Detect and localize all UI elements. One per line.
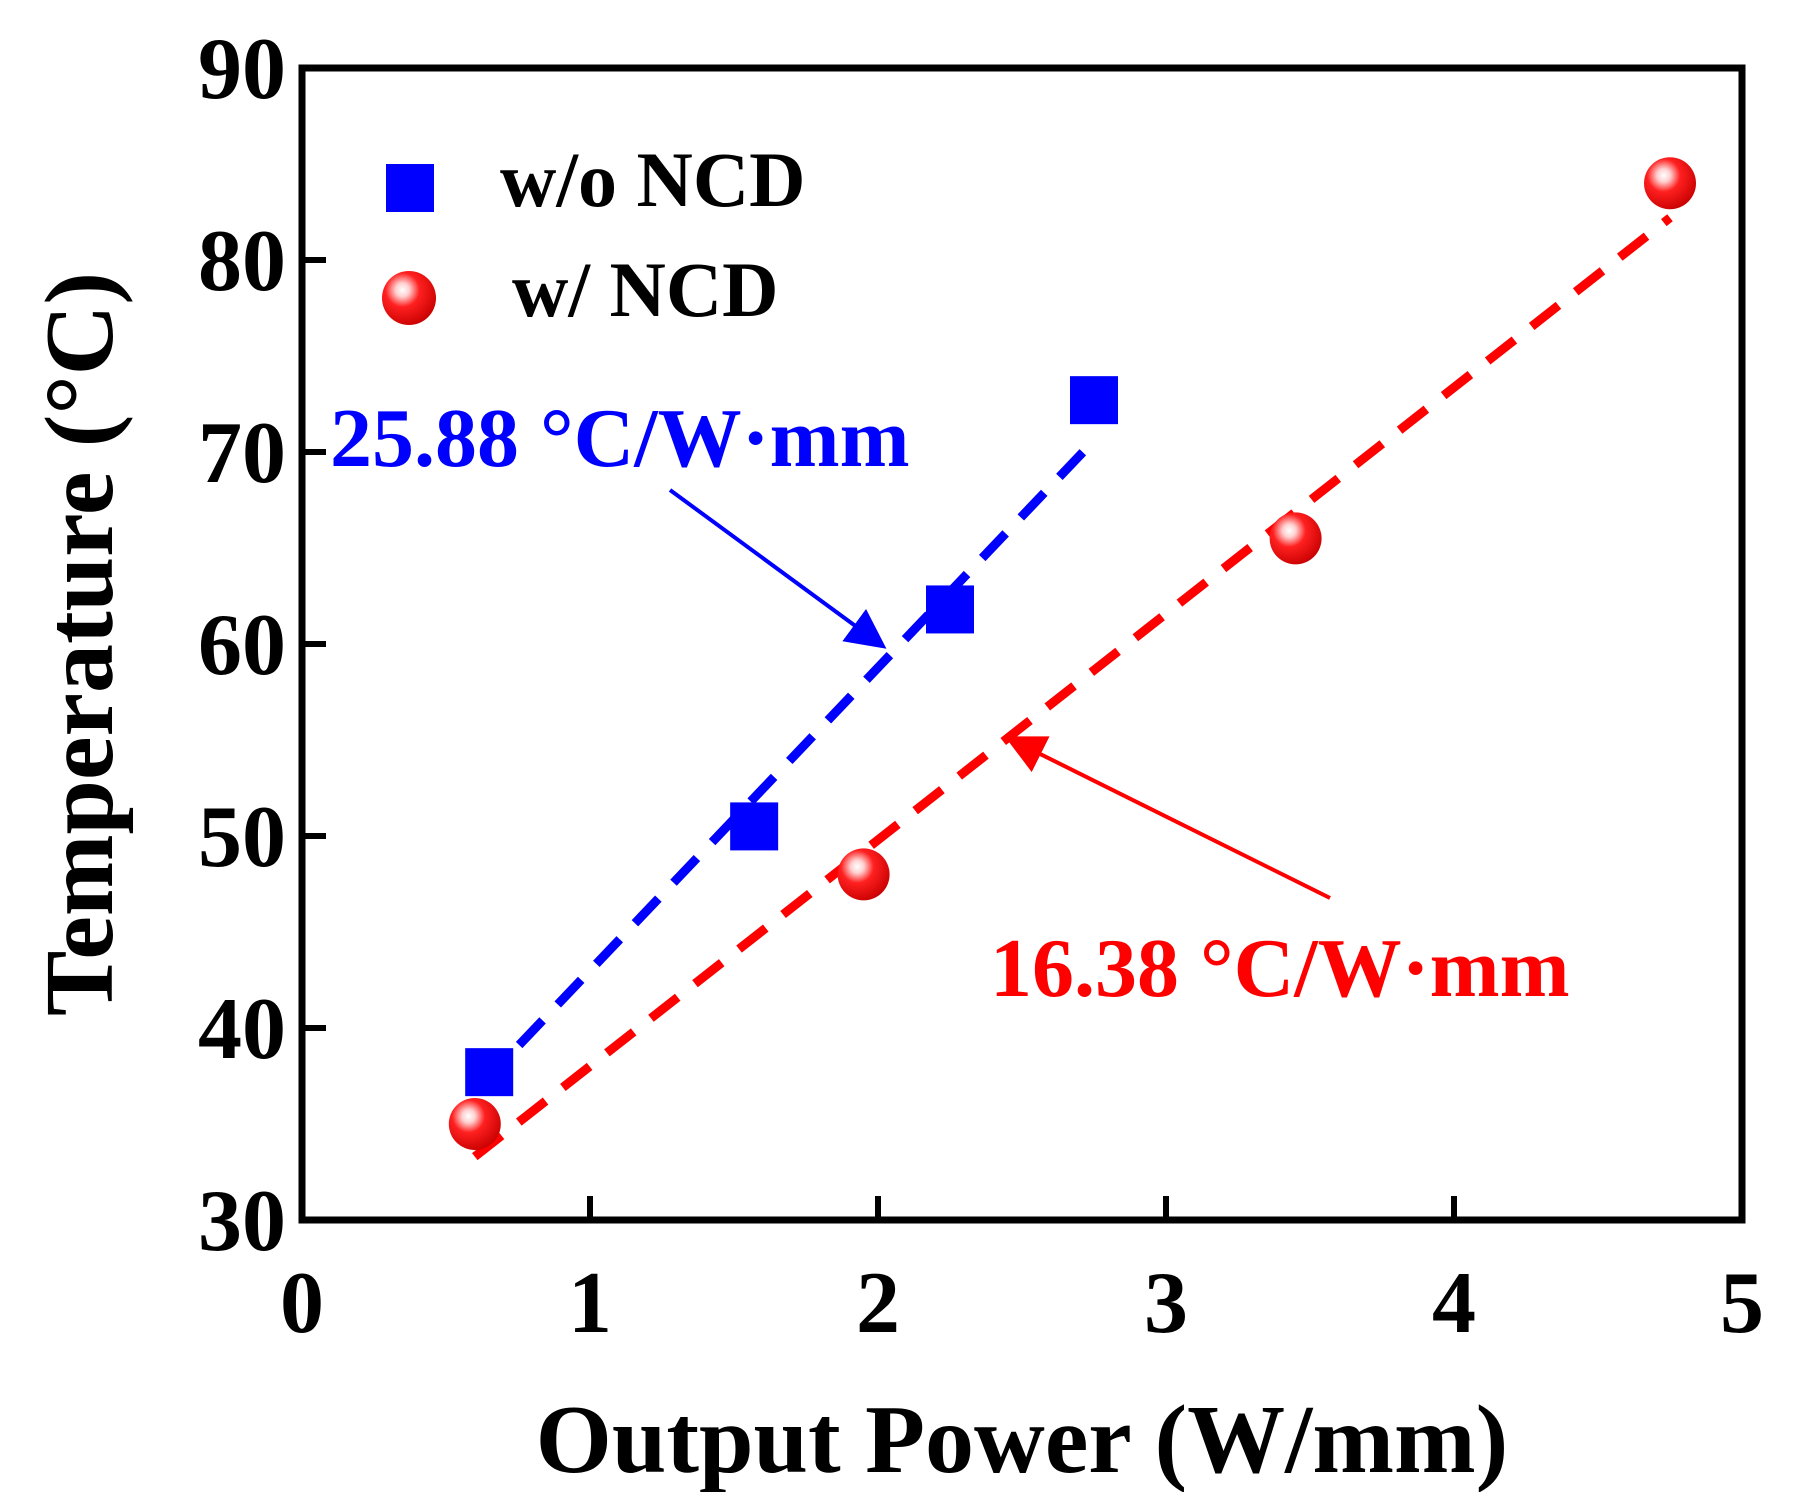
annotation-arrow-blue <box>668 488 887 649</box>
fit-lines <box>472 214 1673 1161</box>
y-tick-label: 40 <box>198 981 286 1078</box>
data-point-wo-ncd <box>730 802 779 851</box>
data-point-w-ncd <box>448 1098 501 1150</box>
x-tick-label: 4 <box>1432 1255 1476 1352</box>
y-axis-label: Temperature (°C) <box>26 272 134 1016</box>
annotation-wo-ncd-slope: 25.88 °C/W·mm <box>330 392 910 485</box>
data-point-w-ncd <box>1644 157 1696 210</box>
data-markers <box>448 157 1696 1150</box>
legend: w/o NCD w/ NCD <box>382 136 806 333</box>
fit-line-w-ncd <box>472 214 1673 1161</box>
x-tick-label: 2 <box>856 1255 900 1352</box>
data-point-w-ncd <box>837 848 890 901</box>
data-point-w-ncd <box>1269 512 1322 565</box>
y-axis-ticks: 30 40 50 60 70 80 90 <box>198 21 326 1270</box>
y-tick-label: 60 <box>198 597 286 694</box>
legend-marker-sphere <box>382 271 436 325</box>
x-tick-label: 5 <box>1720 1255 1764 1352</box>
x-tick-label: 3 <box>1144 1255 1188 1352</box>
y-tick-label: 30 <box>198 1173 286 1270</box>
legend-label-w-ncd: w/ NCD <box>512 246 779 333</box>
annotation-arrow-red <box>1004 736 1331 900</box>
y-tick-label: 70 <box>198 405 286 502</box>
data-point-wo-ncd <box>465 1048 514 1097</box>
x-axis-ticks: 0 1 2 3 4 5 <box>280 1196 1764 1352</box>
legend-label-wo-ncd: w/o NCD <box>500 136 806 223</box>
y-tick-label: 90 <box>198 21 286 118</box>
x-tick-label: 0 <box>280 1255 324 1352</box>
data-point-wo-ncd <box>926 585 974 634</box>
fit-line-wo-ncd <box>477 437 1098 1089</box>
y-tick-label: 80 <box>198 213 286 310</box>
legend-marker-square <box>386 164 434 212</box>
y-tick-label: 50 <box>198 789 286 886</box>
x-tick-label: 1 <box>568 1255 612 1352</box>
data-point-wo-ncd <box>1070 376 1118 425</box>
annotation-w-ncd-slope: 16.38 °C/W·mm <box>990 922 1570 1015</box>
x-axis-label: Output Power (W/mm) <box>536 1386 1509 1492</box>
plot-frame <box>298 64 1746 1224</box>
